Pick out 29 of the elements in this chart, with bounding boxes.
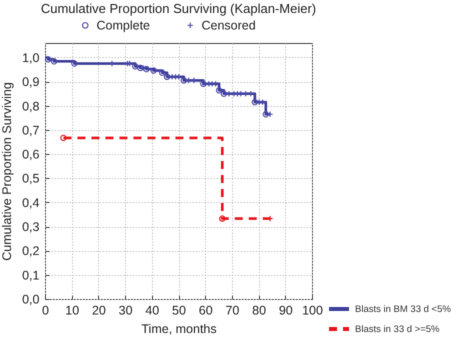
legend-label: Complete xyxy=(96,18,150,32)
legend-label: Blasts in 33 d >=5% xyxy=(355,324,440,335)
y-tick-label: 0,1 xyxy=(22,268,40,282)
x-tick-label: 40 xyxy=(145,304,160,318)
x-tick-label: 90 xyxy=(278,304,293,318)
y-axis-title: Cumulative Proportion Surviving xyxy=(0,82,14,261)
x-tick-label: 20 xyxy=(92,304,106,318)
y-tick-label: 0,9 xyxy=(22,75,40,90)
y-tick-label: 0,4 xyxy=(22,196,40,210)
x-tick-label: 100 xyxy=(302,304,323,318)
y-tick-label: 0,6 xyxy=(22,148,40,162)
y-tick-label: 0,8 xyxy=(22,99,40,114)
chart-title: Cumulative Proportion Surviving (Kaplan-Meier) xyxy=(40,1,316,16)
legend-label: Censored xyxy=(202,18,256,32)
legend-label: Blasts in BM 33 d <5% xyxy=(355,304,452,315)
y-tick-label: 0,7 xyxy=(22,123,40,138)
y-tick-label: 0,0 xyxy=(22,292,40,306)
y-tick-label: 0,2 xyxy=(22,244,40,258)
x-tick-label: 70 xyxy=(225,304,240,318)
x-axis-title: Time, months xyxy=(141,322,217,336)
x-tick-label: 0 xyxy=(42,304,50,318)
x-tick-label: 30 xyxy=(118,304,133,318)
x-tick-label: 80 xyxy=(252,304,266,318)
y-tick-label: 0,3 xyxy=(22,220,40,234)
y-tick-label: 0,5 xyxy=(22,172,40,186)
x-tick-label: 60 xyxy=(198,304,213,318)
x-tick-label: 50 xyxy=(172,304,186,318)
x-tick-label: 10 xyxy=(65,304,80,318)
y-tick-label: 1,0 xyxy=(22,50,40,65)
